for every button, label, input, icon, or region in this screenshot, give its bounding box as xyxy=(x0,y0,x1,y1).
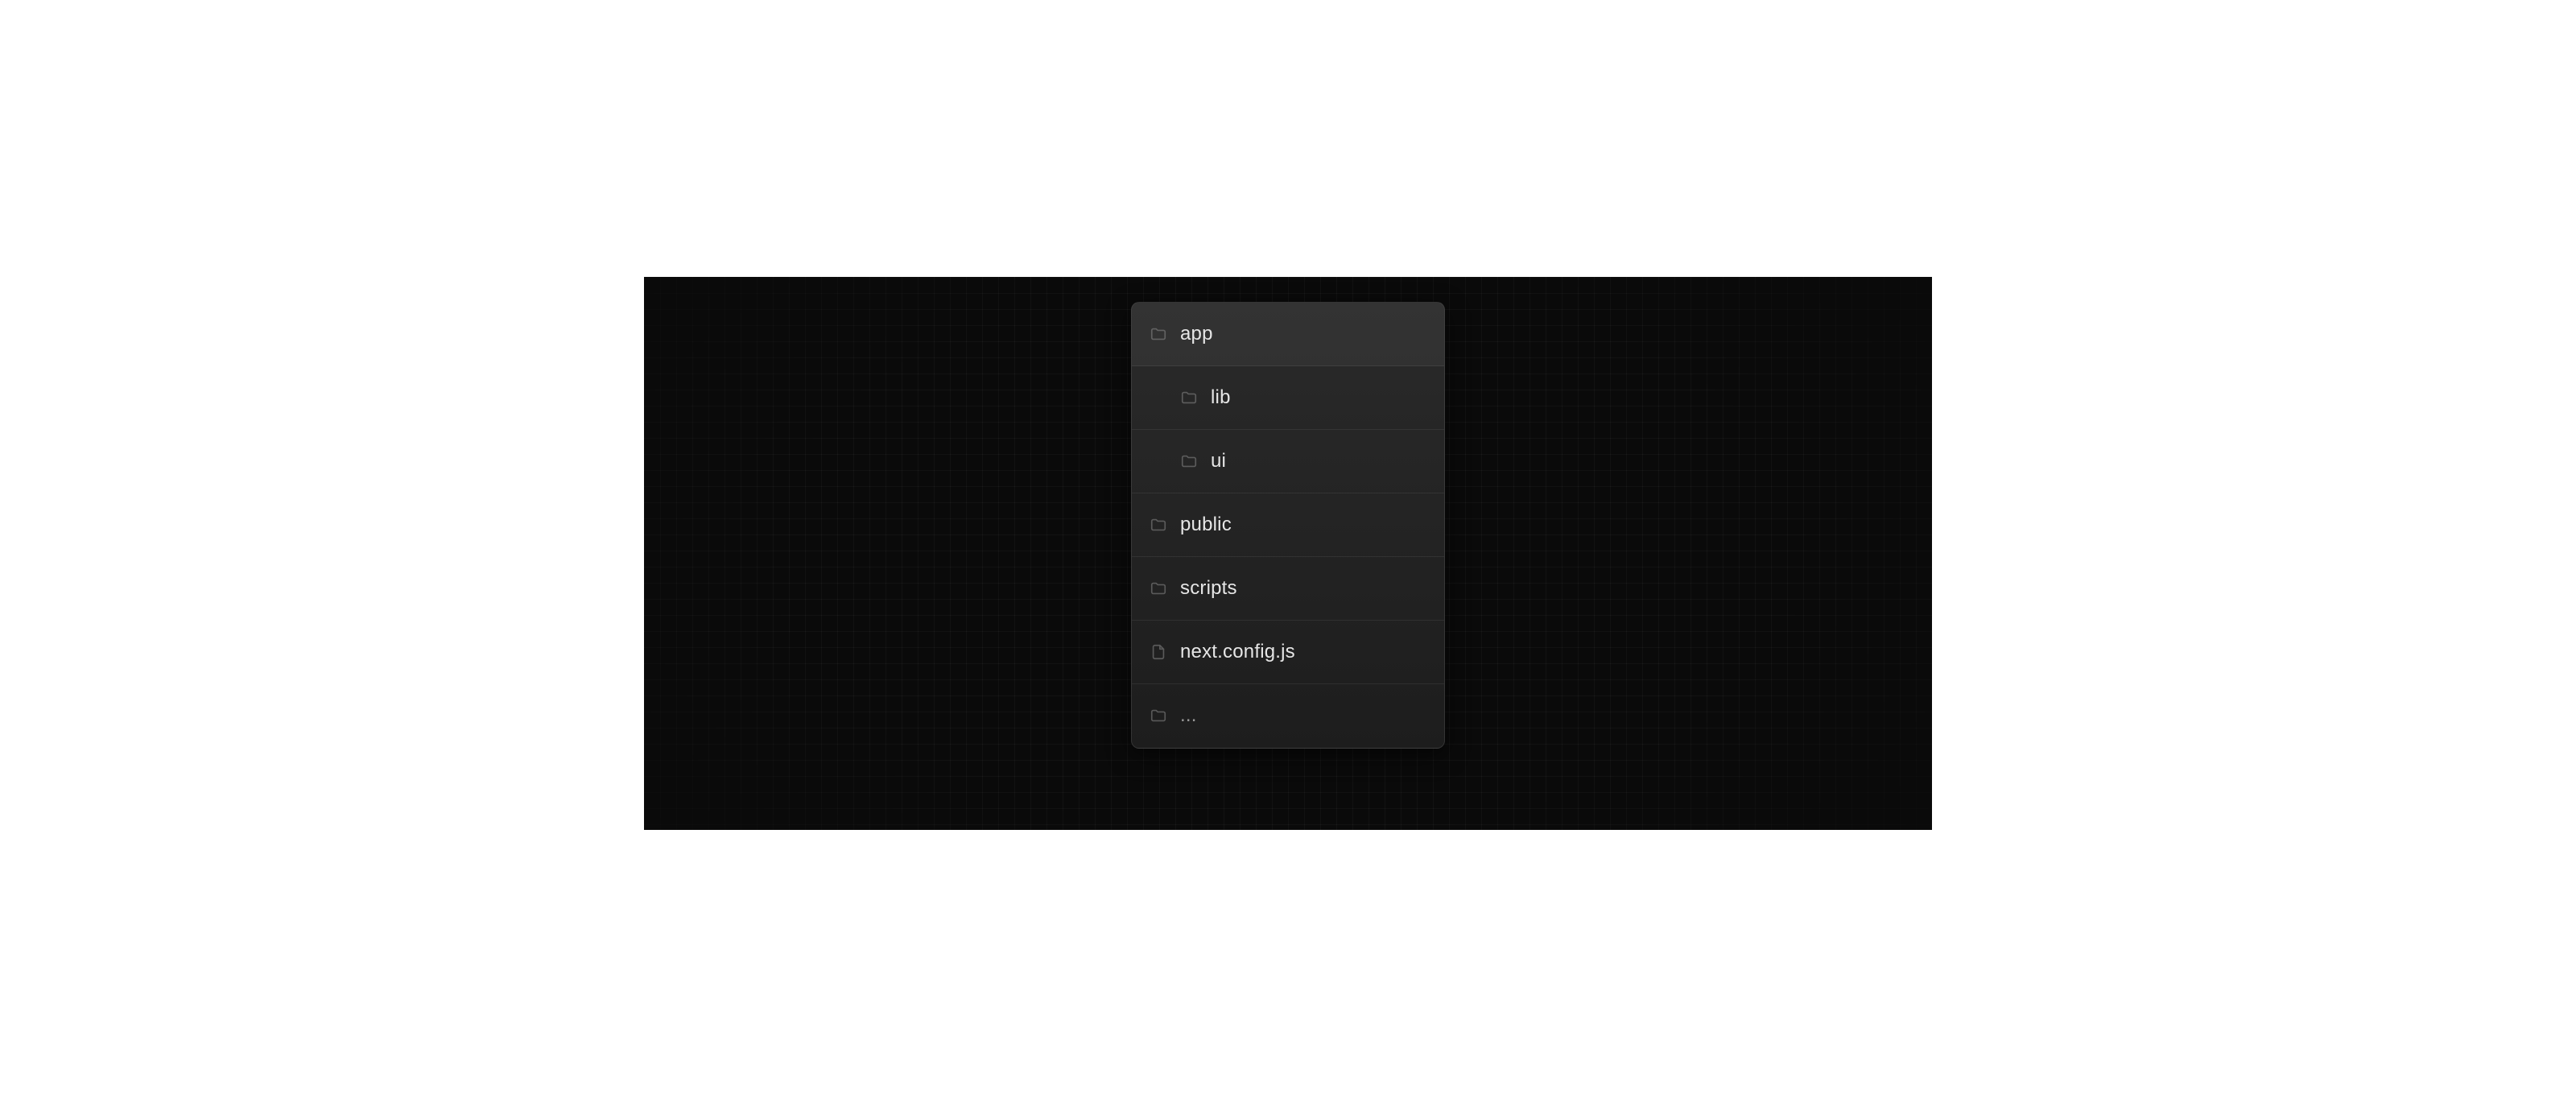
tree-row-label: public xyxy=(1180,514,1232,536)
tree-row-more[interactable]: ... xyxy=(1132,684,1444,748)
tree-row-label: next.config.js xyxy=(1180,641,1295,663)
tree-row-label: lib xyxy=(1211,386,1231,409)
tree-row-lib[interactable]: lib xyxy=(1132,366,1444,430)
stage: app lib ui public scripts xyxy=(644,277,1932,830)
tree-row-label: app xyxy=(1180,323,1213,345)
tree-row-public[interactable]: public xyxy=(1132,493,1444,557)
folder-icon xyxy=(1180,389,1198,406)
tree-row-label: ... xyxy=(1180,704,1197,727)
tree-row-ui[interactable]: ui xyxy=(1132,430,1444,493)
tree-row-label: scripts xyxy=(1180,577,1237,600)
folder-icon xyxy=(1150,325,1167,343)
folder-icon xyxy=(1150,580,1167,597)
tree-row-scripts[interactable]: scripts xyxy=(1132,557,1444,621)
tree-row-label: ui xyxy=(1211,450,1226,473)
folder-icon xyxy=(1150,516,1167,534)
folder-icon xyxy=(1180,452,1198,470)
file-tree-panel: app lib ui public scripts xyxy=(1131,302,1445,749)
folder-icon xyxy=(1150,707,1167,724)
tree-row-app[interactable]: app xyxy=(1132,303,1444,366)
file-icon xyxy=(1150,643,1167,661)
tree-row-next-config[interactable]: next.config.js xyxy=(1132,621,1444,684)
